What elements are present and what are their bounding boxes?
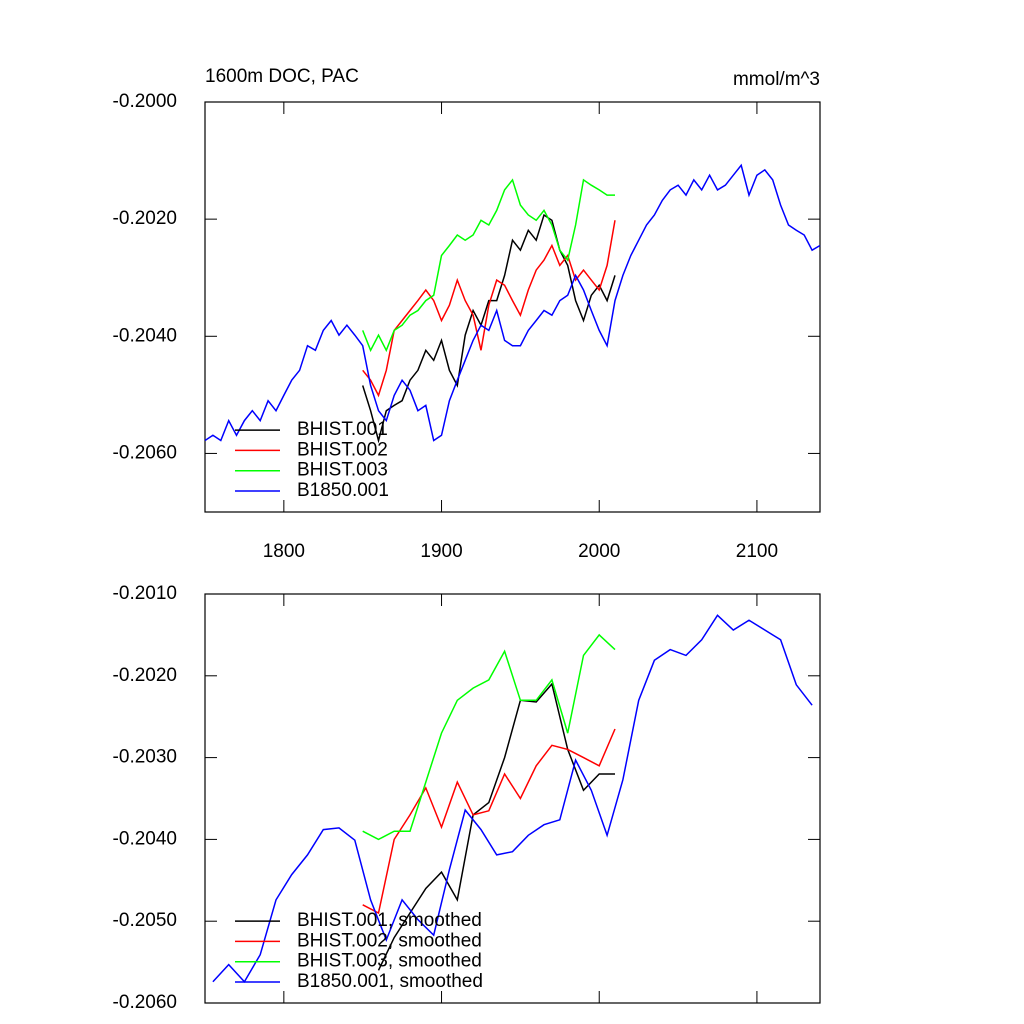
data-line (362, 728, 616, 915)
plot-frame (204, 101, 821, 513)
data-line (361, 213, 616, 444)
y-tick-label: -0.2000 (113, 91, 177, 112)
y-tick-label: -0.2060 (113, 442, 177, 463)
chart-title: 1600m DOC, PAC (205, 66, 359, 87)
data-line (362, 178, 615, 353)
data-line (204, 163, 821, 442)
legend-label: BHIST.001, smoothed (297, 910, 482, 931)
data-line (212, 614, 813, 983)
y-tick-label: -0.2020 (113, 208, 177, 229)
legend-label: BHIST.002 (297, 439, 388, 460)
y-tick-label: -0.2050 (113, 910, 177, 931)
data-line (377, 682, 615, 971)
y-tick-label: -0.2040 (113, 828, 177, 849)
y-tick-label: -0.2060 (113, 992, 177, 1013)
y-tick-label: -0.2030 (113, 747, 177, 768)
legend-label: BHIST.002, smoothed (297, 930, 482, 951)
plot-frame (204, 593, 821, 1004)
legend-label: BHIST.003, smoothed (297, 951, 482, 972)
legend-label: B1850.001, smoothed (297, 971, 483, 992)
x-tick-label: 1800 (263, 541, 305, 562)
y-tick-label: -0.2020 (113, 665, 177, 686)
y-tick-label: -0.2010 (113, 583, 177, 604)
x-tick-label: 2000 (578, 541, 620, 562)
legend-label: B1850.001 (297, 480, 389, 501)
x-tick-label: 2100 (736, 541, 778, 562)
legend-label: BHIST.003 (297, 460, 388, 481)
x-tick-label: 1900 (420, 541, 462, 562)
y-tick-label: -0.2040 (113, 325, 177, 346)
units-label: mmol/m^3 (733, 69, 820, 90)
data-line (362, 633, 616, 841)
data-line (362, 220, 616, 398)
legend-label: BHIST.001 (297, 419, 388, 440)
